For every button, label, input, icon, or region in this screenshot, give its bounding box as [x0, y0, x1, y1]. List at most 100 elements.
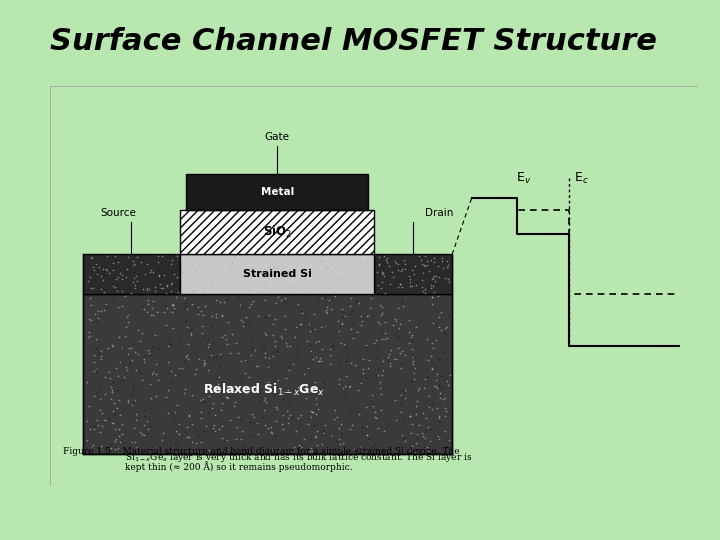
Point [391, 355, 402, 363]
Point [354, 410, 365, 418]
Point [312, 357, 323, 366]
Point [282, 418, 294, 427]
Point [419, 434, 431, 443]
Point [426, 364, 437, 373]
Point [368, 400, 379, 409]
Point [196, 321, 207, 330]
Point [217, 312, 228, 320]
Point [312, 404, 323, 413]
Point [287, 413, 298, 421]
Point [432, 292, 444, 300]
Point [426, 293, 438, 301]
Point [275, 259, 287, 267]
Point [268, 391, 279, 400]
Point [150, 283, 161, 292]
Point [395, 400, 406, 409]
Point [166, 287, 177, 295]
Point [101, 302, 112, 311]
Point [169, 408, 181, 416]
Point [325, 258, 337, 267]
Point [395, 280, 406, 288]
Point [290, 354, 302, 362]
Point [307, 447, 318, 455]
Point [169, 370, 181, 379]
Point [156, 284, 167, 292]
Point [290, 427, 302, 435]
Point [269, 337, 281, 346]
Point [312, 440, 323, 449]
Point [228, 281, 240, 290]
Point [407, 356, 418, 365]
Point [304, 326, 315, 335]
Point [300, 394, 312, 402]
Bar [186, 174, 368, 210]
Point [405, 412, 416, 421]
Point [444, 312, 455, 320]
Point [123, 344, 135, 353]
Point [224, 349, 235, 357]
Point [374, 253, 385, 261]
Point [215, 297, 226, 306]
Point [370, 370, 382, 379]
Point [246, 264, 257, 273]
Point [413, 251, 425, 260]
Point [107, 281, 119, 290]
Point [258, 342, 270, 350]
Point [235, 416, 246, 425]
Point [279, 324, 290, 333]
Point [88, 422, 99, 431]
Point [425, 284, 436, 293]
Text: Drain: Drain [425, 208, 454, 218]
Point [306, 408, 318, 416]
Point [109, 445, 121, 454]
Point [236, 302, 248, 310]
Point [392, 266, 404, 274]
Point [428, 282, 439, 291]
Point [282, 406, 293, 415]
Point [84, 272, 96, 281]
Point [426, 293, 438, 302]
Point [100, 265, 112, 273]
Point [305, 435, 316, 444]
Point [108, 406, 120, 415]
Point [375, 406, 387, 415]
Point [275, 269, 287, 278]
Point [180, 282, 192, 291]
Point [213, 386, 225, 394]
Point [107, 419, 118, 428]
Point [307, 326, 318, 334]
Point [317, 345, 328, 353]
Point [117, 375, 129, 384]
Point [433, 414, 445, 423]
Point [107, 340, 118, 349]
Point [251, 419, 263, 428]
Point [282, 414, 294, 422]
Point [441, 323, 452, 332]
Point [261, 380, 273, 389]
Point [283, 365, 294, 374]
Point [98, 306, 109, 314]
Point [440, 324, 451, 333]
Point [186, 300, 198, 308]
Point [404, 412, 415, 421]
Point [391, 333, 402, 341]
Point [106, 395, 117, 403]
Point [419, 285, 431, 294]
Point [113, 396, 125, 404]
Point [158, 307, 169, 316]
Point [198, 397, 210, 406]
Point [233, 278, 245, 287]
Point [163, 367, 174, 376]
Point [109, 283, 121, 292]
Point [423, 392, 435, 401]
Point [81, 436, 93, 444]
Point [95, 442, 107, 450]
Point [394, 349, 405, 357]
Point [174, 430, 185, 438]
Point [278, 261, 289, 270]
Point [336, 339, 347, 348]
Point [82, 277, 94, 286]
Point [100, 416, 112, 424]
Point [357, 369, 369, 377]
Point [114, 357, 126, 366]
